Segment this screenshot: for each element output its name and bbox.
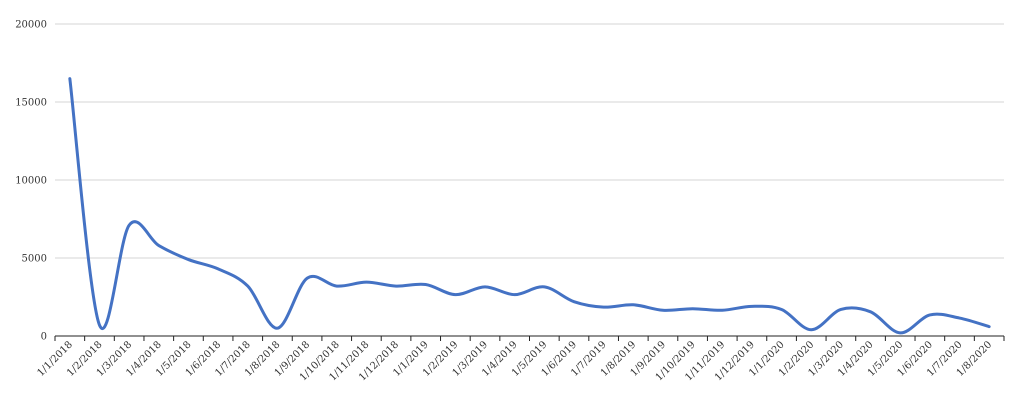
y-tick-label: 5000 [22, 254, 47, 265]
x-axis: 1/1/20181/2/20181/3/20181/4/20181/5/2018… [35, 335, 1005, 383]
series-group [68, 77, 991, 335]
y-tick-label: 15000 [15, 98, 47, 109]
grid [55, 23, 1004, 259]
y-tick-label: 10000 [15, 176, 47, 187]
y-axis: 0 5000 10000 15000 20000 [15, 20, 47, 343]
y-tick-label: 0 [41, 332, 47, 343]
y-tick-label: 20000 [15, 20, 47, 31]
series-line [68, 77, 991, 335]
